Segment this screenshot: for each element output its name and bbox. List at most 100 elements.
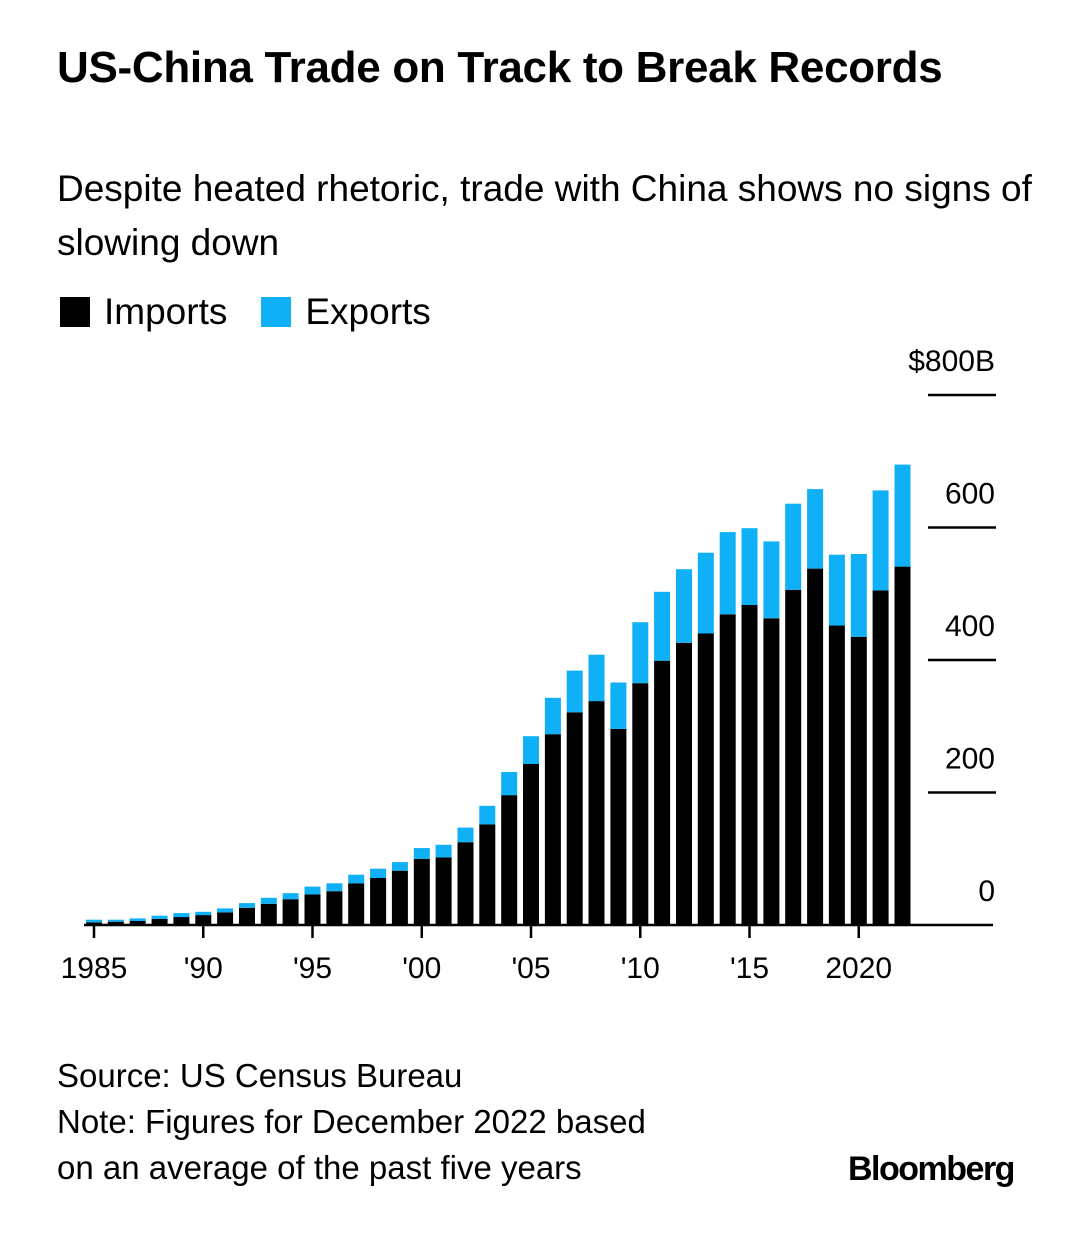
legend-label-exports: Exports — [305, 291, 431, 332]
bar-exports-2012 — [676, 569, 692, 643]
bars-group — [86, 464, 911, 926]
bar-exports-1993 — [260, 897, 277, 904]
bloomberg-logo: Bloomberg — [848, 1150, 1015, 1188]
bar-imports-2017 — [785, 589, 802, 925]
bar-exports-2000 — [413, 848, 430, 859]
x-tick-label-2000: '00 — [402, 952, 441, 985]
footnote-line-1: Note: Figures for December 2022 based — [57, 1103, 646, 1140]
x-tick-label-2015: '15 — [730, 952, 769, 985]
bar-exports-2013 — [697, 552, 714, 634]
bar-imports-2021 — [872, 590, 889, 925]
exports-swatch — [261, 297, 292, 327]
bar-exports-2019 — [828, 554, 845, 626]
bar-imports-2000 — [413, 858, 430, 926]
x-axis: 1985 '90 '95 '00 '05 '10 '15 2020 — [61, 923, 993, 985]
bar-imports-1996 — [326, 891, 343, 925]
bar-imports-2010 — [632, 683, 649, 925]
y-tick-label-400: 400 — [945, 610, 995, 643]
bar-exports-2003 — [479, 805, 496, 825]
bar-exports-2011 — [654, 591, 671, 661]
bar-exports-1989 — [173, 913, 190, 918]
bar-imports-1995 — [304, 894, 321, 925]
bar-exports-1991 — [217, 908, 234, 913]
bar-exports-1998 — [370, 868, 387, 878]
bar-exports-1988 — [151, 915, 168, 919]
imports-swatch — [60, 297, 90, 327]
x-tick-label-2005: '05 — [511, 952, 550, 985]
x-tick-label-1990: '90 — [184, 952, 223, 985]
legend-item-exports: Exports — [261, 291, 431, 333]
bar-imports-2005 — [523, 764, 539, 925]
bar-imports-2014 — [719, 614, 736, 925]
x-tick-label-2020: 2020 — [825, 952, 892, 985]
bar-exports-1986 — [107, 919, 124, 922]
bar-imports-1992 — [239, 907, 255, 925]
bar-exports-2010 — [632, 622, 649, 684]
legend-label-imports: Imports — [104, 291, 228, 332]
bar-imports-2016 — [763, 618, 780, 925]
bar-exports-2016 — [763, 541, 780, 619]
bar-exports-2004 — [501, 772, 518, 796]
bar-imports-2007 — [566, 712, 583, 925]
bar-exports-1994 — [282, 893, 299, 900]
bar-imports-1989 — [173, 917, 190, 925]
bar-imports-2020 — [850, 636, 867, 925]
bar-imports-2019 — [828, 625, 845, 925]
bar-imports-2012 — [676, 642, 692, 925]
bar-imports-1998 — [370, 878, 387, 925]
bar-imports-2013 — [697, 633, 714, 925]
bar-exports-1992 — [239, 903, 255, 908]
bar-imports-2011 — [654, 660, 671, 925]
footer: Source: US Census Bureau Note: Figures f… — [57, 1053, 646, 1191]
bar-imports-2018 — [807, 568, 824, 925]
footnote-line-2: on an average of the past five years — [57, 1149, 582, 1186]
bar-imports-2006 — [544, 734, 561, 925]
bar-imports-2015 — [741, 605, 758, 925]
bar-exports-2021 — [872, 490, 889, 591]
x-tick-label-1985: 1985 — [61, 952, 128, 985]
y-axis: $800B 600 400 200 0 — [908, 345, 996, 908]
x-tick-label-2010: '10 — [621, 952, 660, 985]
source-note: Source: US Census Bureau — [57, 1057, 463, 1094]
bar-imports-2009 — [610, 728, 627, 925]
bar-imports-2002 — [457, 842, 474, 925]
y-tick-label-200: 200 — [945, 743, 995, 776]
bar-imports-2003 — [479, 824, 496, 925]
bar-exports-2008 — [588, 654, 605, 702]
bar-imports-2004 — [501, 795, 518, 925]
bar-exports-2018 — [807, 489, 824, 569]
bar-exports-2015 — [741, 528, 758, 605]
bar-imports-2008 — [588, 701, 605, 925]
bar-exports-1997 — [348, 874, 365, 884]
bar-imports-1999 — [391, 870, 408, 925]
legend: Imports Exports — [60, 290, 465, 334]
bar-imports-1990 — [195, 915, 212, 925]
bar-exports-2022 — [894, 464, 911, 567]
bar-exports-1985 — [86, 919, 102, 923]
bar-imports-1997 — [348, 883, 365, 925]
y-tick-label-800: $800B — [908, 345, 995, 378]
chart-subtitle: Despite heated rhetoric, trade with Chin… — [57, 168, 1032, 263]
y-tick-label-600: 600 — [945, 478, 995, 511]
bar-exports-2005 — [523, 736, 539, 764]
bar-imports-1987 — [129, 921, 146, 925]
bar-exports-2009 — [610, 682, 627, 729]
bar-imports-1988 — [151, 919, 168, 925]
bar-exports-1999 — [391, 862, 408, 871]
bar-exports-1995 — [304, 886, 321, 895]
bar-exports-1996 — [326, 883, 343, 892]
bar-exports-1990 — [195, 911, 212, 916]
bar-exports-2002 — [457, 827, 474, 843]
bar-imports-2022 — [894, 566, 911, 925]
bar-imports-1986 — [107, 921, 124, 925]
y-tick-label-0: 0 — [978, 875, 995, 908]
bar-exports-2017 — [785, 503, 802, 590]
bar-exports-2014 — [719, 532, 736, 615]
chart-title: US-China Trade on Track to Break Records — [57, 43, 943, 92]
x-tick-label-1995: '95 — [293, 952, 332, 985]
bar-exports-1987 — [129, 918, 146, 921]
bar-imports-2001 — [435, 857, 452, 925]
bar-imports-1985 — [86, 922, 102, 925]
bar-imports-1991 — [217, 912, 234, 925]
